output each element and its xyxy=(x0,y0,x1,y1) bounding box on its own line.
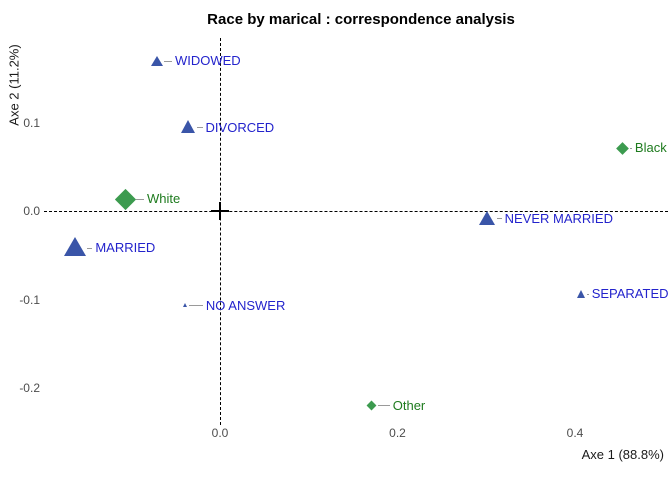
y-axis-label: Axe 2 (11.2%) xyxy=(6,44,22,126)
y-tick-label: 0.0 xyxy=(23,204,40,218)
label-connector-line xyxy=(188,305,203,307)
x-tick-label: 0.0 xyxy=(211,426,229,440)
label-connector-line xyxy=(629,147,632,149)
x-axis-label: Axe 1 (88.8%) xyxy=(581,447,664,462)
point-white xyxy=(114,188,136,211)
label-connector-line xyxy=(87,247,93,249)
origin-cross xyxy=(219,202,221,220)
point-no-answer xyxy=(182,303,187,308)
chart-title: Race by marical : correspondence analysi… xyxy=(207,11,515,28)
label-connector-line xyxy=(496,218,502,220)
point-separated xyxy=(576,289,585,298)
zero-x-dashed-line xyxy=(219,38,221,425)
point-label-separated: SEPARATED xyxy=(591,286,669,302)
point-label-black: Black xyxy=(634,140,667,156)
label-connector-line xyxy=(196,127,203,129)
point-black xyxy=(616,141,630,155)
label-connector-line xyxy=(163,60,172,62)
point-married xyxy=(64,237,87,257)
point-divorced xyxy=(180,120,195,134)
point-label-white: White xyxy=(147,191,181,207)
label-connector-line xyxy=(136,198,145,200)
zero-y-dashed-line xyxy=(44,210,668,212)
y-tick-label: -0.1 xyxy=(19,292,40,307)
x-tick-label: 0.2 xyxy=(389,426,406,440)
point-widowed xyxy=(150,55,163,66)
point-never-married xyxy=(478,210,495,225)
point-label-other: Other xyxy=(392,397,426,413)
point-label-divorced: DIVORCED xyxy=(205,119,275,135)
y-tick-label: 0.1 xyxy=(23,115,40,130)
point-label-married: MARRIED xyxy=(95,240,156,256)
point-label-never-married: NEVER MARRIED xyxy=(504,210,613,226)
point-label-widowed: WIDOWED xyxy=(174,53,241,69)
x-tick-label: 0.4 xyxy=(566,426,584,440)
point-other xyxy=(366,400,377,411)
y-tick-label: -0.2 xyxy=(19,381,40,395)
point-label-no-answer: NO ANSWER xyxy=(205,297,286,313)
label-connector-line xyxy=(377,405,390,407)
label-connector-line xyxy=(586,293,589,295)
